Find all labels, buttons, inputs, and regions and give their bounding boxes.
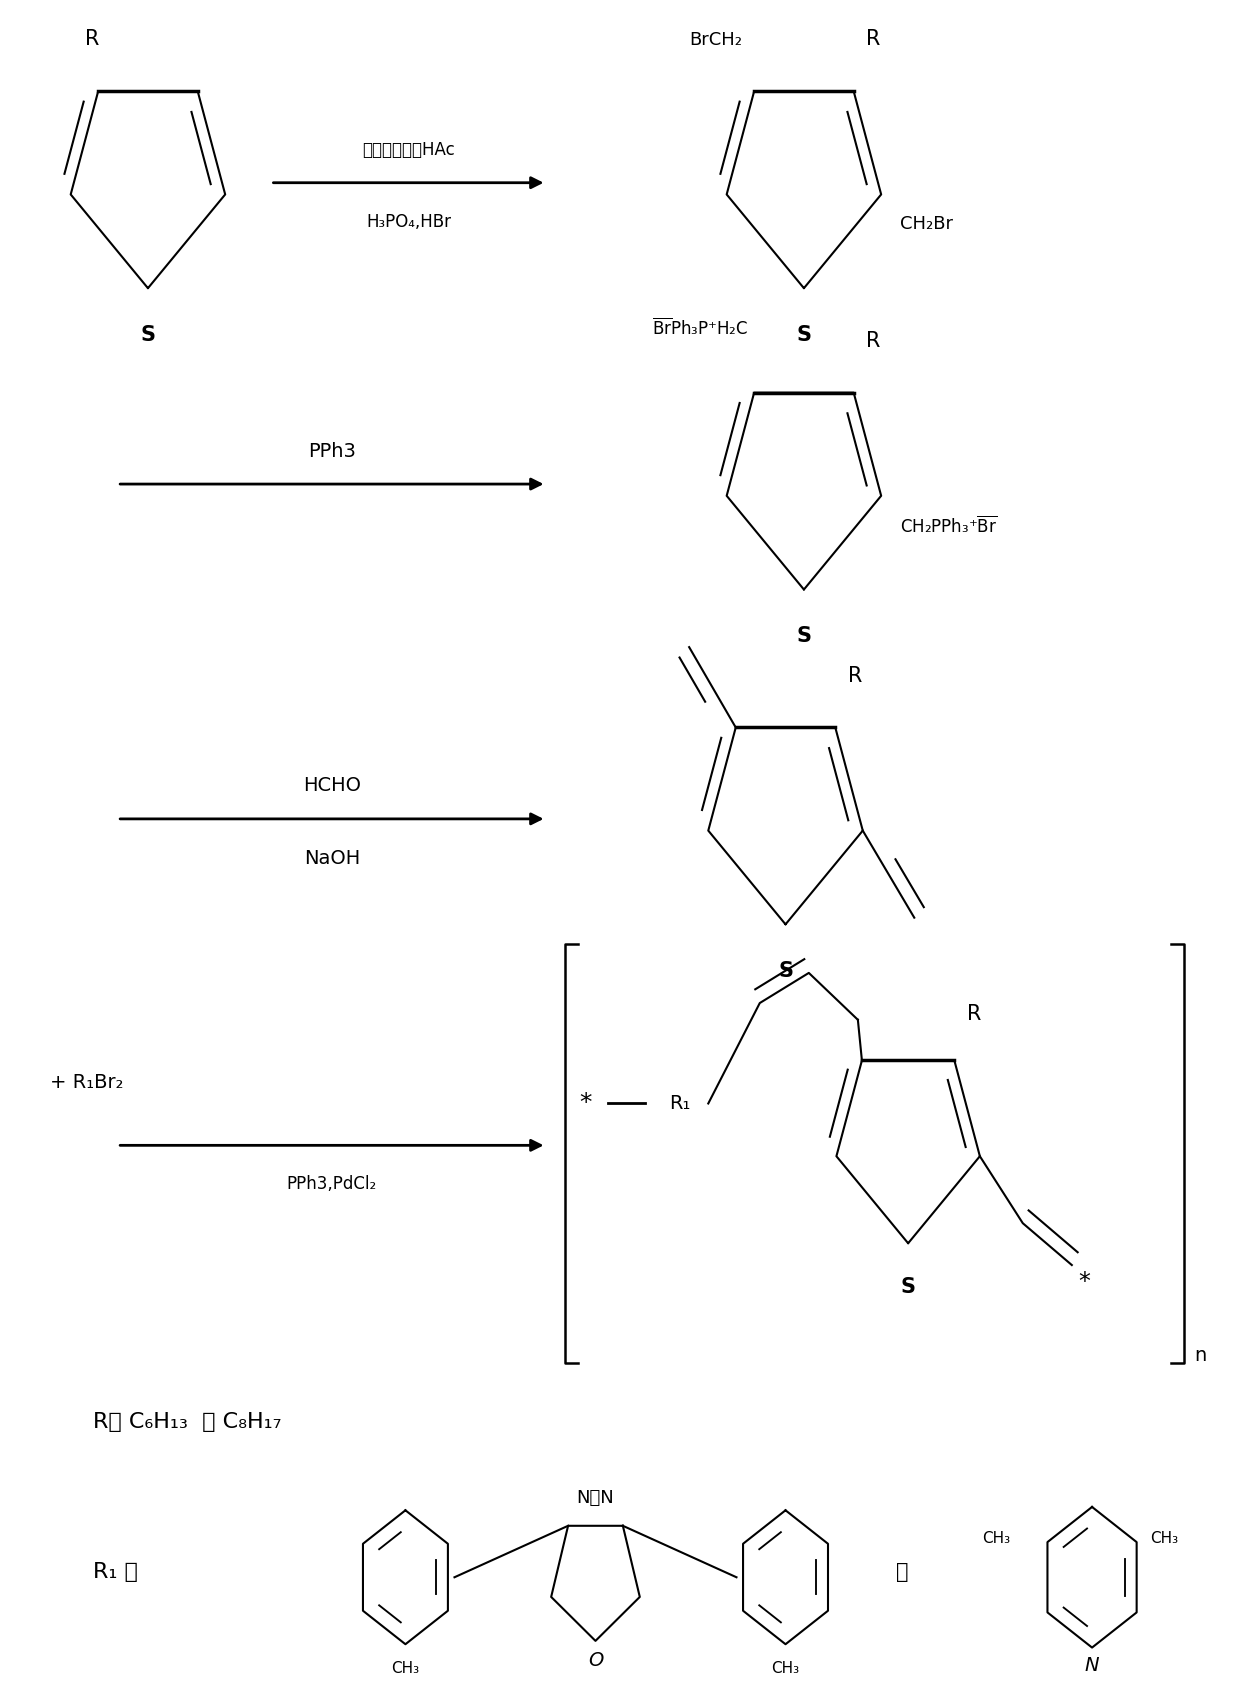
Text: CH₂PPh₃⁺$\mathregular{\overline{Br}}$: CH₂PPh₃⁺$\mathregular{\overline{Br}}$ (899, 517, 997, 537)
Text: S: S (796, 326, 811, 344)
Text: R－ C₆H₁₃  或 C₈H₁₇: R－ C₆H₁₃ 或 C₈H₁₇ (93, 1411, 281, 1431)
Text: n: n (1194, 1347, 1207, 1366)
Text: CH₂Br: CH₂Br (899, 214, 952, 233)
Text: $\mathregular{\overline{Br}}$Ph₃P⁺H₂C: $\mathregular{\overline{Br}}$Ph₃P⁺H₂C (652, 317, 748, 339)
Text: CH₃: CH₃ (392, 1661, 419, 1676)
Text: *: * (1078, 1269, 1090, 1295)
Text: R: R (866, 331, 880, 351)
Text: S: S (777, 960, 794, 981)
Text: CH₃: CH₃ (1149, 1531, 1178, 1546)
Text: PPh3,PdCl₂: PPh3,PdCl₂ (286, 1175, 377, 1193)
Text: R₁ －: R₁ － (93, 1561, 138, 1582)
Text: R: R (848, 665, 862, 685)
Text: N: N (1085, 1656, 1100, 1674)
Text: S: S (140, 326, 155, 344)
Text: 多聚甲醛，冰HAc: 多聚甲醛，冰HAc (362, 142, 455, 159)
Text: CH₃: CH₃ (771, 1661, 800, 1676)
Text: R: R (84, 29, 99, 49)
Text: HCHO: HCHO (303, 776, 361, 795)
Text: S: S (900, 1276, 915, 1296)
Text: R₁: R₁ (670, 1094, 691, 1112)
Text: NaOH: NaOH (304, 849, 360, 868)
Text: BrCH₂: BrCH₂ (689, 32, 742, 49)
Text: S: S (796, 626, 811, 647)
Text: R: R (967, 1004, 981, 1023)
Text: O: O (588, 1651, 603, 1669)
Text: R: R (866, 29, 880, 49)
Text: PPh3: PPh3 (308, 442, 356, 461)
Text: + R₁Br₂: + R₁Br₂ (50, 1074, 123, 1092)
Text: H₃PO₄,HBr: H₃PO₄,HBr (366, 213, 451, 231)
Text: N－N: N－N (577, 1489, 614, 1507)
Text: 或: 或 (895, 1561, 908, 1582)
Text: *: * (579, 1092, 591, 1116)
Text: CH₃: CH₃ (982, 1531, 1009, 1546)
